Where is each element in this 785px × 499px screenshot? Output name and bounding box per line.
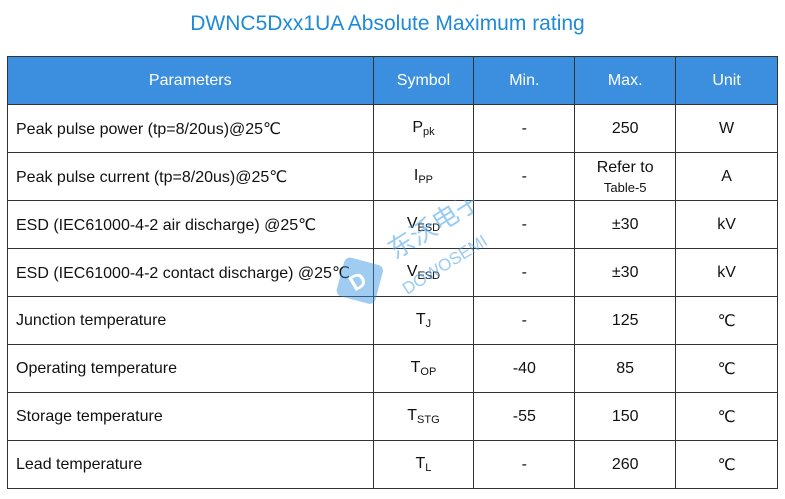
unit-cell: W bbox=[675, 104, 778, 153]
symbol-cell: VESD bbox=[372, 200, 475, 249]
symbol-sub: J bbox=[425, 318, 432, 330]
min-cell: - bbox=[473, 200, 576, 249]
table-row: Junction temperature TJ -125 ℃ bbox=[7, 296, 778, 345]
max-cell: 260 bbox=[574, 440, 677, 489]
symbol-main: T bbox=[415, 311, 426, 328]
rating-table: Parameters Symbol Min. Max. Unit Peak pulse … bbox=[7, 56, 778, 489]
max-cell: 125 bbox=[574, 296, 677, 345]
parameter-cell: Operating temperature bbox=[7, 344, 374, 393]
symbol-main: V bbox=[406, 263, 418, 280]
symbol-cell: Ppk bbox=[372, 104, 475, 153]
symbol-sub: OP bbox=[420, 366, 437, 378]
unit-cell: ℃ bbox=[675, 296, 778, 345]
symbol-main: P bbox=[412, 119, 423, 136]
unit-cell: kV bbox=[675, 248, 778, 297]
unit-cell: A bbox=[675, 152, 778, 201]
min-cell: - bbox=[473, 440, 576, 489]
symbol-sub: ESD bbox=[417, 222, 441, 234]
symbol-main: T bbox=[415, 455, 426, 472]
header-cell: Symbol bbox=[372, 56, 475, 105]
min-cell: -55 bbox=[473, 392, 576, 441]
title: DWNC5Dxx1UA Absolute Maximum rating bbox=[190, 12, 585, 35]
header-cell: Min. bbox=[473, 56, 576, 105]
unit-cell: kV bbox=[675, 200, 778, 249]
table-row: Operating temperature TOP -40 85 ℃ bbox=[7, 344, 778, 393]
symbol-cell: TOP bbox=[372, 344, 475, 393]
table-row: Storage temperature TSTG -55 150 ℃ bbox=[7, 392, 778, 441]
parameter-cell: Peak pulse current (tp=8/20us)@25℃ bbox=[7, 152, 374, 201]
symbol-main: I bbox=[413, 167, 419, 184]
max-cell: 150 bbox=[574, 392, 677, 441]
table-row: Peak pulse current (tp=8/20us)@25℃ IPP - Re… bbox=[7, 152, 778, 201]
min-cell: - bbox=[473, 104, 576, 153]
symbol-main: T bbox=[410, 359, 421, 376]
min-cell: - bbox=[473, 248, 576, 297]
max-cell: ±30 bbox=[574, 248, 677, 297]
symbol-main: V bbox=[406, 215, 418, 232]
parameter-cell: ESD (IEC61000-4-2 contact discharge) @25… bbox=[7, 248, 374, 297]
symbol-cell: TJ bbox=[372, 296, 475, 345]
table-row: Lead temperature TL -260 ℃ bbox=[7, 440, 778, 489]
unit-cell: ℃ bbox=[675, 344, 778, 393]
header-row: Parameters Symbol Min. Max. Unit bbox=[7, 56, 778, 105]
min-cell: - bbox=[473, 296, 576, 345]
table-row: ESD (IEC61000-4-2 contact discharge) @25… bbox=[7, 248, 778, 297]
symbol-cell: TSTG bbox=[372, 392, 475, 441]
symbol-sub: pk bbox=[422, 126, 435, 138]
table-row: ESD (IEC61000-4-2 air discharge) @25℃ VES… bbox=[7, 200, 778, 249]
header-cell: Unit bbox=[675, 56, 778, 105]
symbol-sub: PP bbox=[418, 174, 434, 186]
max-line: Refer to bbox=[596, 158, 654, 176]
symbol-sub: STG bbox=[417, 414, 440, 426]
symbol-cell: VESD bbox=[372, 248, 475, 297]
header-cell: Max. bbox=[574, 56, 677, 105]
parameter-cell: Lead temperature bbox=[7, 440, 374, 489]
parameter-cell: ESD (IEC61000-4-2 air discharge) @25℃ bbox=[7, 200, 374, 249]
symbol-cell: IPP bbox=[372, 152, 475, 201]
min-cell: -40 bbox=[473, 344, 576, 393]
parameter-cell: Peak pulse power (tp=8/20us)@25℃ bbox=[7, 104, 374, 153]
max-cell: 250 bbox=[574, 104, 677, 153]
parameter-cell: Storage temperature bbox=[7, 392, 374, 441]
symbol-sub: ESD bbox=[417, 270, 441, 282]
max-cell: ±30 bbox=[574, 200, 677, 249]
unit-cell: ℃ bbox=[675, 392, 778, 441]
min-cell: - bbox=[473, 152, 576, 201]
table-row: Peak pulse power (tp=8/20us)@25℃ Ppk -250 W bbox=[7, 104, 778, 153]
symbol-sub: L bbox=[425, 462, 432, 474]
header-cell: Parameters bbox=[7, 56, 374, 105]
max-cell: Refer to Table-5 bbox=[574, 152, 677, 201]
parameter-cell: Junction temperature bbox=[7, 296, 374, 345]
max-line: Table-5 bbox=[603, 179, 647, 195]
symbol-cell: TL bbox=[372, 440, 475, 489]
table-body: Peak pulse power (tp=8/20us)@25℃ Ppk -250 W… bbox=[7, 104, 778, 489]
unit-cell: ℃ bbox=[675, 440, 778, 489]
max-cell: 85 bbox=[574, 344, 677, 393]
symbol-main: T bbox=[407, 407, 418, 424]
